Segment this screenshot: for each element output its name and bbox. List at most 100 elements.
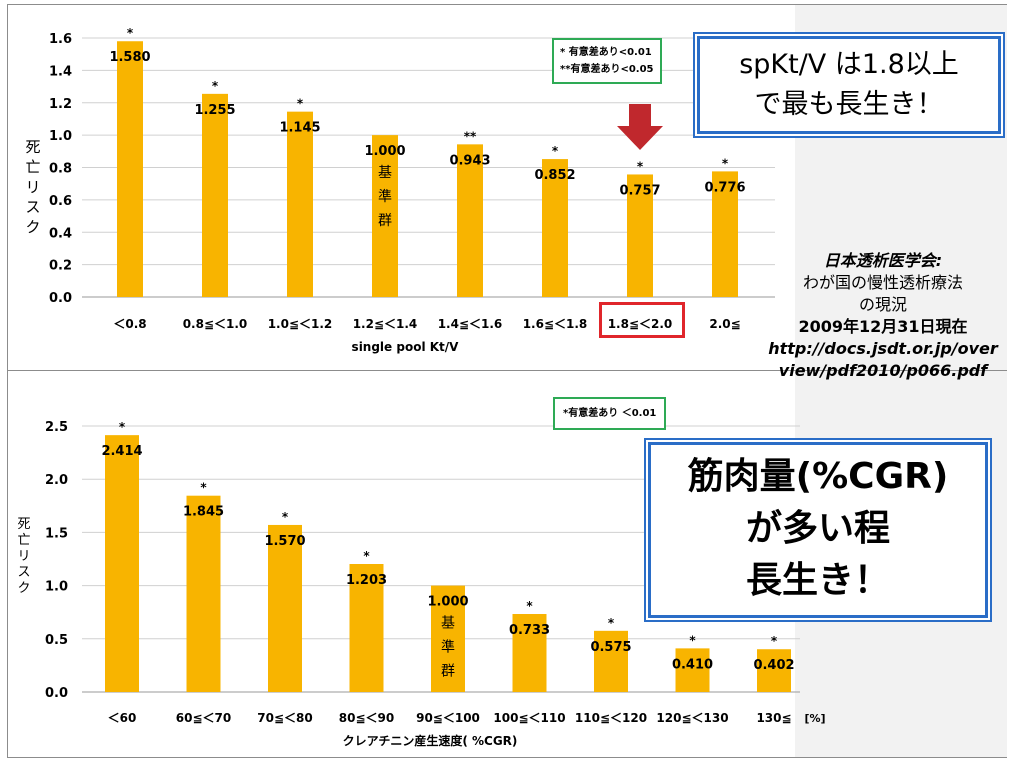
bottom-y-tick-label: 2.5 bbox=[45, 420, 68, 435]
down-arrow-shape bbox=[617, 104, 663, 150]
top-y-tick-label: 0.6 bbox=[49, 194, 72, 209]
top-y-tick-label: 1.2 bbox=[49, 97, 72, 112]
bottom-category-label: 70≦＜80 bbox=[257, 711, 312, 725]
bottom-category-label: 60≦＜70 bbox=[176, 711, 231, 725]
bottom-significance-marker: * bbox=[200, 481, 207, 495]
bottom-category-label: 120≦＜130 bbox=[656, 711, 728, 725]
bottom-y-tick-label: 0.0 bbox=[45, 686, 68, 701]
top-bar bbox=[712, 171, 738, 297]
bottom-y-axis-title: リ bbox=[17, 549, 30, 564]
top-value-label: 1.145 bbox=[279, 121, 320, 136]
bottom-y-axis-title: 死 bbox=[17, 517, 30, 532]
bottom-bar bbox=[268, 524, 302, 692]
top-y-tick-label: 1.6 bbox=[49, 32, 72, 47]
top-y-axis-title: リ bbox=[25, 178, 40, 196]
top-legend-line2: **有意差あり<0.05 bbox=[560, 64, 654, 75]
bottom-value-label: 0.575 bbox=[590, 640, 631, 655]
top-y-tick-label: 1.0 bbox=[49, 129, 72, 144]
top-category-label: 2.0≦ bbox=[709, 317, 740, 331]
bottom-callout-line1: 筋肉量(%CGR) bbox=[687, 456, 949, 497]
top-significance-marker: * bbox=[637, 159, 644, 173]
top-callout: spKt/V は1.8以上 で最も長生き！ bbox=[697, 36, 1001, 134]
top-reference-label: 群 bbox=[378, 213, 392, 229]
bottom-category-label: 90≦＜100 bbox=[416, 711, 480, 725]
top-y-tick-label: 0.4 bbox=[49, 226, 72, 241]
highlight-category-box bbox=[599, 302, 685, 338]
bottom-bar bbox=[186, 495, 221, 692]
top-category-label: ＜0.8 bbox=[113, 317, 146, 331]
bottom-value-label: 0.733 bbox=[509, 623, 550, 638]
top-bar bbox=[287, 111, 313, 297]
bottom-reference-label: 群 bbox=[441, 664, 455, 680]
top-bar bbox=[117, 41, 143, 297]
source-line3: の現況 bbox=[858, 295, 907, 314]
bottom-significance-marker: * bbox=[526, 599, 533, 613]
top-y-axis-title: ク bbox=[25, 218, 40, 236]
bottom-significance-marker: * bbox=[608, 616, 615, 630]
bottom-significance-marker: * bbox=[363, 549, 370, 563]
bottom-reference-label: 基 bbox=[441, 615, 455, 632]
bottom-chart-panel bbox=[7, 370, 1007, 759]
bottom-value-label: 1.570 bbox=[264, 534, 305, 549]
bottom-significance-marker: * bbox=[282, 510, 289, 524]
top-y-tick-label: 0.8 bbox=[49, 162, 72, 177]
top-y-axis-title: 死 bbox=[25, 138, 40, 156]
top-category-label: 0.8≦＜1.0 bbox=[183, 317, 248, 331]
bottom-x-axis-title: クレアチニン産生速度( %CGR) bbox=[343, 733, 518, 748]
bottom-reference-label: 準 bbox=[441, 640, 455, 656]
top-bar bbox=[542, 159, 568, 297]
bottom-value-label: 0.410 bbox=[672, 657, 713, 672]
bottom-bar bbox=[757, 649, 791, 692]
bottom-y-axis-title: ク bbox=[17, 581, 30, 596]
top-value-label: 0.852 bbox=[534, 168, 575, 183]
bottom-callout-line2: が多い程 bbox=[745, 508, 890, 549]
top-bar bbox=[372, 135, 398, 297]
bottom-value-label: 1.845 bbox=[183, 505, 224, 520]
top-category-label: 1.2≦＜1.4 bbox=[353, 317, 418, 331]
top-callout-line2: で最も長生き！ bbox=[754, 89, 944, 120]
bottom-value-label: 1.000 bbox=[427, 595, 468, 610]
bottom-unit-label: [%] bbox=[804, 712, 825, 725]
top-callout-line1: spKt/V は1.8以上 bbox=[739, 49, 959, 80]
bottom-bar bbox=[431, 585, 465, 692]
top-category-label: 1.8≦＜2.0 bbox=[608, 317, 673, 331]
bottom-value-label: 0.402 bbox=[753, 658, 794, 673]
bottom-bar bbox=[105, 435, 139, 692]
bottom-value-label: 2.414 bbox=[101, 444, 142, 459]
top-significance-marker: * bbox=[552, 144, 559, 158]
bottom-value-label: 1.203 bbox=[346, 573, 387, 588]
top-y-tick-label: 1.4 bbox=[49, 64, 72, 79]
bottom-y-axis-title: 亡 bbox=[17, 533, 30, 548]
top-significance-marker: * bbox=[127, 26, 134, 40]
bottom-category-label: 110≦＜120 bbox=[575, 711, 647, 725]
bottom-significance-marker: * bbox=[689, 633, 696, 647]
bottom-y-tick-label: 2.0 bbox=[45, 473, 68, 488]
bottom-category-label: 80≦＜90 bbox=[339, 711, 394, 725]
top-significance-marker: * bbox=[722, 156, 729, 170]
top-bar bbox=[627, 174, 653, 297]
top-category-label: 1.6≦＜1.8 bbox=[523, 317, 588, 331]
top-legend-line1: * 有意差あり<0.01 bbox=[560, 47, 652, 58]
bottom-bar bbox=[512, 614, 547, 692]
source-title: 日本透析医学会: bbox=[823, 251, 943, 270]
bottom-callout-line3: 長生き！ bbox=[745, 560, 890, 601]
top-significance-marker: * bbox=[297, 97, 304, 111]
top-y-axis-title: ス bbox=[25, 198, 40, 216]
source-citation: 日本透析医学会: わが国の慢性透析療法 の現況 2009年12月31日現在 ht… bbox=[758, 250, 1008, 382]
top-category-label: 1.4≦＜1.6 bbox=[438, 317, 503, 331]
top-significance-marker: * bbox=[212, 79, 219, 93]
top-bar bbox=[202, 93, 228, 297]
bottom-significance-marker: * bbox=[771, 634, 778, 648]
bottom-legend-line1: *有意差あり ＜0.01 bbox=[563, 408, 657, 419]
top-x-axis-title: single pool Kt/V bbox=[352, 340, 460, 354]
top-y-tick-label: 0.2 bbox=[49, 259, 72, 274]
source-url-line2: view/pdf2010/p066.pdf bbox=[778, 361, 988, 380]
bottom-category-label: ＜60 bbox=[108, 711, 137, 725]
bottom-legend: *有意差あり ＜0.01 bbox=[553, 397, 667, 430]
top-y-tick-label: 0.0 bbox=[49, 291, 72, 306]
top-reference-label: 準 bbox=[378, 189, 392, 205]
bottom-category-label: 100≦＜110 bbox=[493, 711, 565, 725]
top-category-label: 1.0≦＜1.2 bbox=[268, 317, 333, 331]
